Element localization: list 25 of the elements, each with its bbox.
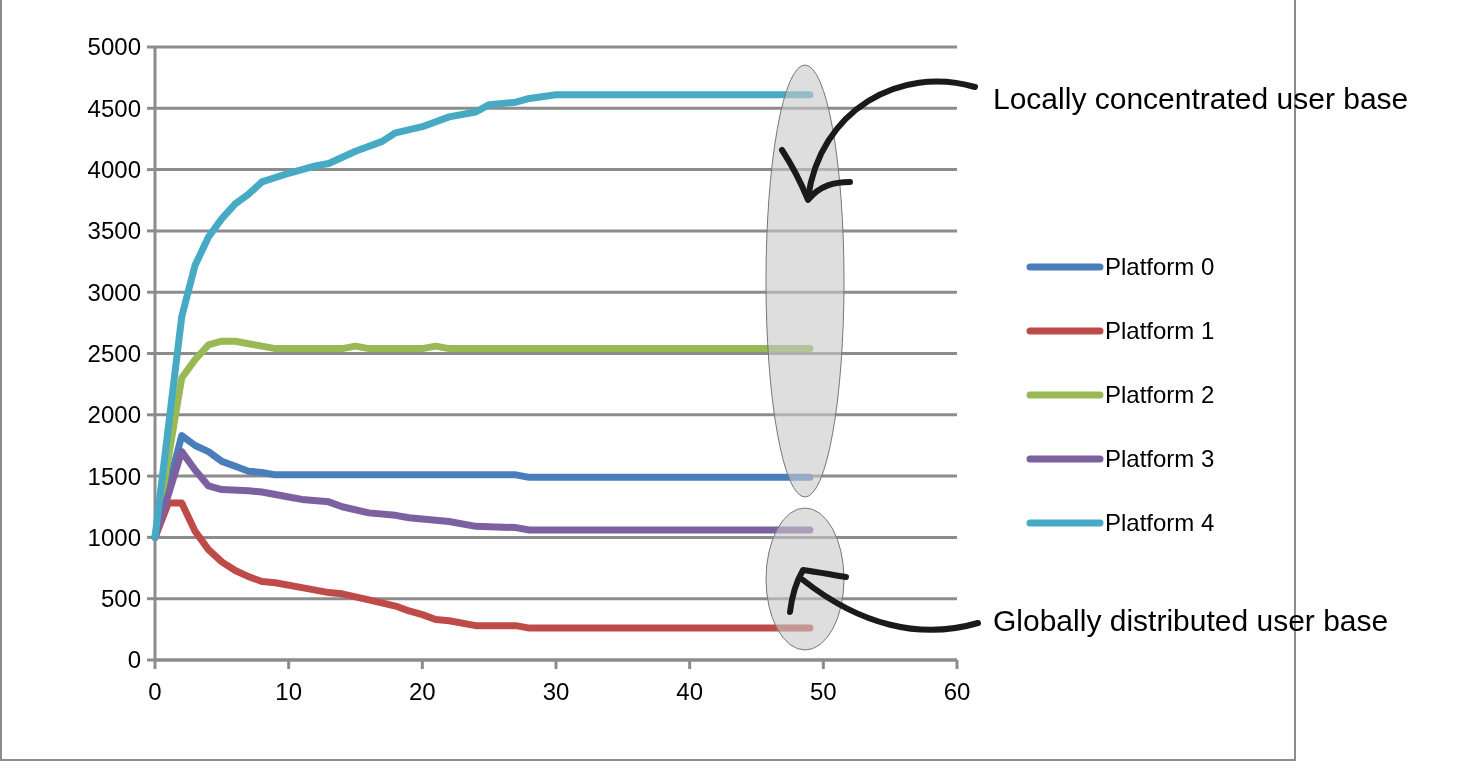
legend-label: Platform 0 bbox=[1105, 253, 1215, 281]
text: Locally concentrated user base bbox=[993, 81, 1409, 115]
y-tick-label: 0 bbox=[127, 646, 141, 674]
y-tick-label: 1000 bbox=[87, 523, 141, 551]
y-tick-label: 2500 bbox=[87, 339, 141, 367]
y-tick-label: 2000 bbox=[87, 401, 141, 429]
y-tick-label: 3500 bbox=[87, 217, 141, 245]
legend-label: Platform 1 bbox=[1105, 317, 1215, 345]
legend-label: Platform 3 bbox=[1105, 445, 1215, 473]
x-tick-label: 50 bbox=[809, 678, 837, 705]
y-tick-label: 4500 bbox=[87, 94, 141, 122]
x-tick-label: 10 bbox=[275, 678, 303, 705]
legend-label: Platform 2 bbox=[1105, 381, 1215, 409]
text: Globally distributed user base bbox=[993, 603, 1389, 637]
x-tick-label: 20 bbox=[408, 678, 436, 705]
y-tick-label: 500 bbox=[100, 585, 141, 613]
x-tick-label: 0 bbox=[148, 678, 162, 705]
y-tick-label: 4000 bbox=[87, 156, 141, 183]
y-tick-label: 3000 bbox=[87, 278, 141, 306]
legend-label: Platform 4 bbox=[1105, 509, 1215, 537]
x-tick-label: 40 bbox=[676, 678, 704, 705]
y-tick-label: 5000 bbox=[87, 33, 141, 61]
y-tick-label: 1500 bbox=[87, 462, 141, 490]
x-tick-label: 30 bbox=[542, 678, 570, 705]
x-tick-label: 60 bbox=[943, 678, 971, 705]
